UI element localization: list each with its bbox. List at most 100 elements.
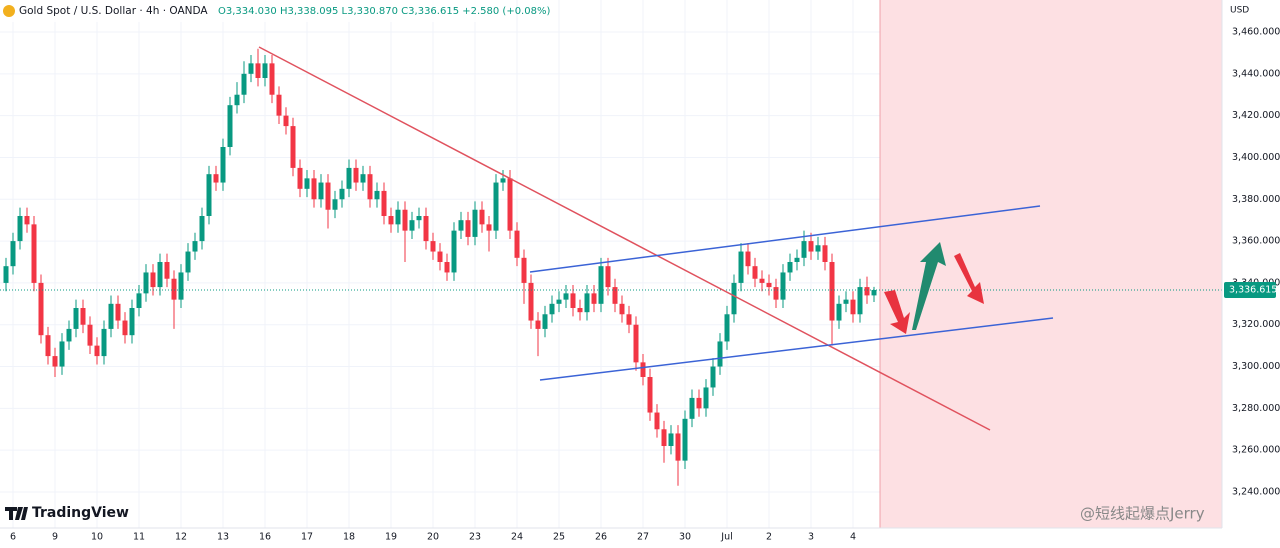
candle-body bbox=[353, 167, 359, 183]
candle-body bbox=[605, 266, 611, 288]
candle-body bbox=[66, 328, 72, 342]
y-tick-label: 3,420.000 bbox=[1232, 110, 1280, 121]
candle-body bbox=[269, 63, 275, 95]
candle-body bbox=[815, 245, 821, 252]
candle-body bbox=[192, 241, 198, 252]
candle-body bbox=[535, 320, 541, 329]
x-tick-label: 23 bbox=[469, 532, 481, 543]
candle-body bbox=[38, 282, 44, 336]
candle-body bbox=[577, 308, 583, 313]
candle-body bbox=[710, 366, 716, 388]
y-tick-label: 3,440.000 bbox=[1232, 68, 1280, 79]
x-tick-label: 13 bbox=[217, 532, 229, 543]
candle-body bbox=[136, 293, 142, 308]
candle-body bbox=[248, 63, 254, 74]
symbol-title: Gold Spot / U.S. Dollar · 4h · OANDA bbox=[19, 5, 208, 17]
candle-body bbox=[745, 251, 751, 267]
candle-body bbox=[388, 216, 394, 225]
candle-body bbox=[381, 190, 387, 216]
candle-body bbox=[59, 341, 65, 367]
candle-body bbox=[647, 377, 653, 413]
x-tick-label: 9 bbox=[52, 532, 58, 543]
candle-body bbox=[402, 209, 408, 231]
candle-body bbox=[794, 257, 800, 262]
y-tick-label: 3,300.000 bbox=[1232, 361, 1280, 372]
candle-body bbox=[521, 257, 527, 283]
candle-body bbox=[52, 356, 58, 367]
candle-body bbox=[787, 262, 793, 273]
candle-body bbox=[542, 314, 548, 329]
x-tick-label: 27 bbox=[637, 532, 649, 543]
axes: 3,240.000 3,260.000 3,280.000 3,300.000 3,32… bbox=[10, 27, 1280, 543]
candle-body bbox=[724, 314, 730, 342]
candles bbox=[0, 48, 1222, 486]
x-tick-label: 17 bbox=[301, 532, 313, 543]
candle-body bbox=[843, 299, 849, 304]
candle-body bbox=[213, 174, 219, 183]
candle-body bbox=[689, 397, 695, 419]
candle-body bbox=[850, 299, 856, 315]
candle-body bbox=[668, 433, 674, 446]
arrow-down bbox=[884, 290, 910, 334]
candle-body bbox=[633, 324, 639, 363]
y-tick-label: 3,280.000 bbox=[1232, 403, 1280, 414]
candle-body bbox=[563, 293, 569, 300]
candle-body bbox=[283, 115, 289, 127]
candle-body bbox=[3, 266, 9, 283]
candle-body bbox=[549, 303, 555, 315]
candle-body bbox=[332, 199, 338, 210]
candle-body bbox=[584, 293, 590, 313]
candle-body bbox=[199, 216, 205, 242]
candle-body bbox=[871, 289, 877, 296]
candle-body bbox=[717, 341, 723, 367]
candle-body bbox=[346, 167, 352, 189]
x-tick-label: 19 bbox=[385, 532, 397, 543]
candle-body bbox=[500, 178, 506, 183]
x-tick-label: 30 bbox=[679, 532, 691, 543]
candle-body bbox=[409, 220, 415, 231]
candle-body bbox=[129, 308, 135, 336]
candle-body bbox=[115, 303, 121, 321]
candle-body bbox=[444, 262, 450, 273]
candle-body bbox=[227, 105, 233, 147]
candle-body bbox=[766, 282, 772, 288]
candle-body bbox=[864, 287, 870, 296]
candle-body bbox=[290, 126, 296, 168]
candle-body bbox=[451, 230, 457, 273]
x-tick-label: 12 bbox=[175, 532, 187, 543]
channel-lower bbox=[539, 317, 1054, 381]
candle-body bbox=[458, 220, 464, 231]
candle-body bbox=[304, 178, 310, 189]
candle-body bbox=[17, 216, 23, 242]
candle-body bbox=[339, 188, 345, 200]
candle-body bbox=[696, 397, 702, 409]
candle-body bbox=[416, 216, 422, 221]
candle-body bbox=[759, 278, 765, 283]
candle-body bbox=[262, 63, 268, 78]
candle-body bbox=[423, 216, 429, 242]
arrow-up bbox=[912, 242, 946, 330]
candle-body bbox=[185, 251, 191, 273]
candle-body bbox=[297, 167, 303, 189]
candle-body bbox=[661, 429, 667, 446]
candle-body bbox=[87, 324, 93, 346]
candle-body bbox=[479, 209, 485, 225]
x-tick-label: 18 bbox=[343, 532, 355, 543]
candle-body bbox=[276, 94, 282, 116]
candle-body bbox=[731, 282, 737, 315]
candle-body bbox=[556, 299, 562, 304]
x-tick-label: 10 bbox=[91, 532, 103, 543]
y-tick-label: 3,380.000 bbox=[1232, 194, 1280, 205]
candle-body bbox=[360, 174, 366, 183]
candle-body bbox=[367, 174, 373, 200]
candle-body bbox=[773, 287, 779, 300]
candle-body bbox=[164, 262, 170, 279]
x-tick-label: 4 bbox=[850, 532, 856, 543]
candle-body bbox=[598, 266, 604, 304]
candle-body bbox=[528, 282, 534, 321]
brand: TradingView bbox=[32, 505, 129, 521]
x-tick-label: Jul bbox=[720, 532, 732, 543]
candle-body bbox=[311, 178, 317, 200]
x-tick-label: 24 bbox=[511, 532, 523, 543]
